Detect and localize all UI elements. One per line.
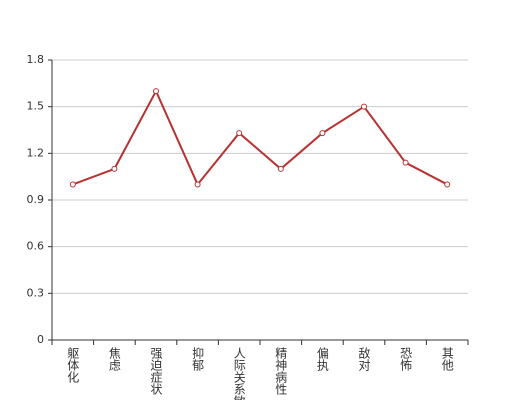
y-tick-label: 0.6 (27, 240, 45, 253)
y-tick-label: 0.3 (27, 286, 45, 299)
y-tick-label: 1.5 (27, 100, 45, 113)
point (236, 130, 243, 137)
x-tick-label: 敌对 (357, 346, 371, 371)
point (277, 165, 284, 172)
point (153, 88, 159, 95)
x-tick-label: 精神病性 (274, 347, 288, 396)
y-tick-label: 0 (37, 333, 44, 346)
x-tick-label: 躯体化 (66, 346, 80, 384)
point (444, 181, 451, 188)
point (361, 103, 367, 110)
point (319, 130, 326, 137)
point (111, 165, 118, 172)
x-tick-label: 抑郁 (191, 346, 205, 372)
x-tick-label: 偏执 (315, 346, 329, 372)
x-tick-label: 人际关系敏感 (232, 347, 246, 400)
x-tick-label: 焦虑 (107, 347, 121, 371)
x-tick-label: 其他 (440, 347, 454, 371)
y-tick-label: 1.2 (27, 146, 45, 159)
x-tick-label: 强迫症状 (149, 347, 163, 395)
y-tick-label: 0.9 (27, 193, 45, 206)
line (72, 88, 448, 187)
point (402, 159, 409, 166)
y-tick-label: 1.8 (27, 53, 45, 66)
point (69, 181, 76, 188)
x-tick-label: 恐怖 (399, 347, 413, 371)
point (194, 181, 201, 188)
